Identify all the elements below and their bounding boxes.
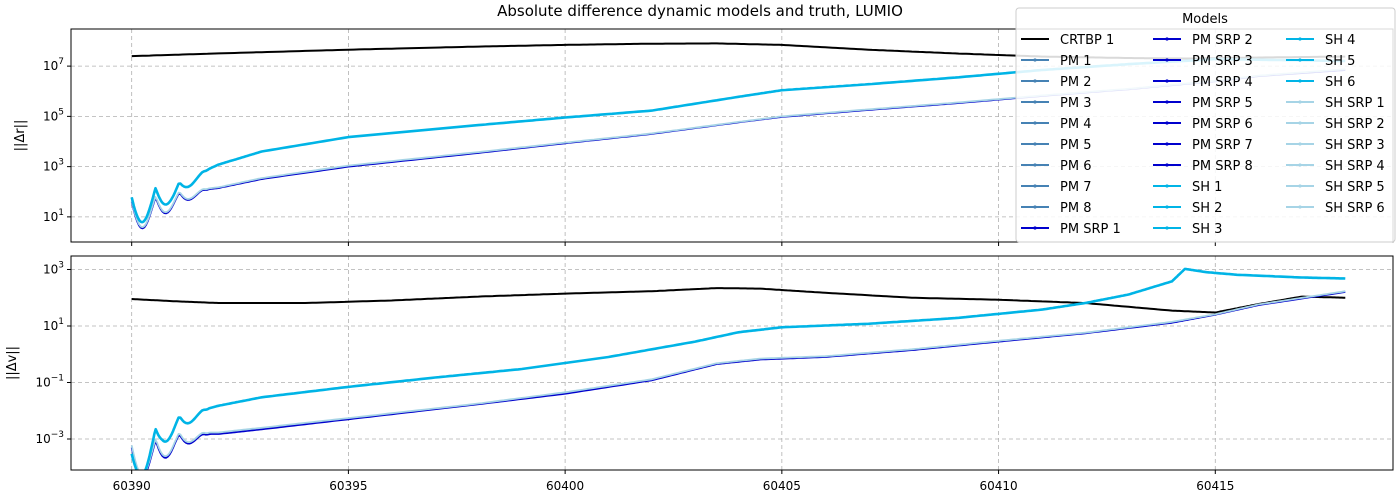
y-tick-label: 101	[43, 208, 64, 224]
y-tick-label: 101	[43, 317, 64, 333]
legend: Models CRTBP 1 PM 1 PM 2 PM 3 PM 4 PM 5 PM 6 PM…	[1015, 7, 1396, 243]
legend-entry-label: SH 4	[1325, 33, 1355, 48]
legend-marker	[1165, 142, 1169, 146]
legend-entry-label: SH 5	[1325, 54, 1355, 69]
legend-marker	[1033, 184, 1037, 188]
legend-marker	[1165, 121, 1169, 125]
y-tick-label: 103	[43, 158, 64, 174]
x-ticks: 60390 60395 60400 60405 60410 60415	[113, 479, 1235, 493]
series-lines	[130, 267, 1346, 470]
legend-entry-label: SH 2	[1192, 201, 1222, 216]
series-line-sh-srp	[130, 290, 1346, 470]
legend-entry-label: SH 1	[1192, 180, 1222, 195]
legend-marker	[1298, 121, 1302, 125]
legend-entry-label: PM SRP 3	[1192, 54, 1253, 69]
legend-marker	[1033, 100, 1037, 104]
legend-entry-label: PM SRP 4	[1192, 75, 1253, 90]
legend-marker	[1033, 163, 1037, 167]
series-line-pm-srp	[130, 291, 1346, 470]
x-tick-label: 60395	[329, 479, 367, 493]
legend-entry-label: PM 2	[1060, 75, 1091, 90]
legend-marker	[1033, 58, 1037, 62]
legend-entry-label: SH 3	[1192, 222, 1222, 237]
series-line-crtbp	[131, 287, 1346, 314]
legend-entry-label: PM SRP 7	[1192, 138, 1253, 153]
legend-entry-label: SH 6	[1325, 75, 1355, 90]
legend-title: Models	[1182, 12, 1228, 27]
legend-entry-label: PM 8	[1060, 201, 1091, 216]
legend-entry-label: PM 4	[1060, 117, 1091, 132]
legend-entry-label: SH SRP 5	[1325, 180, 1385, 195]
x-tick-label: 60405	[763, 479, 801, 493]
legend-marker	[1298, 184, 1302, 188]
series-line-sh	[130, 267, 1346, 470]
legend-entry-label: CRTBP 1	[1060, 33, 1114, 48]
x-tick-label: 60390	[113, 479, 151, 493]
legend-marker	[1165, 37, 1169, 41]
legend-marker	[1165, 205, 1169, 209]
axes-frame	[70, 255, 1394, 471]
legend-marker	[1298, 79, 1302, 83]
y-ticks: 101 103 105 107	[43, 57, 71, 224]
legend-box	[1015, 7, 1396, 243]
y-tick-label: 107	[43, 57, 64, 73]
legend-marker	[1033, 226, 1037, 230]
legend-entry-label: SH SRP 6	[1325, 201, 1385, 216]
legend-marker	[1165, 184, 1169, 188]
legend-entry-label: PM 5	[1060, 138, 1091, 153]
x-tick-label: 60410	[979, 479, 1017, 493]
legend-marker	[1033, 121, 1037, 125]
legend-marker	[1033, 142, 1037, 146]
legend-marker	[1033, 205, 1037, 209]
legend-marker	[1033, 79, 1037, 83]
y-tick-label: 105	[43, 107, 64, 123]
x-tick-label: 60400	[546, 479, 584, 493]
legend-entry-label: PM SRP 5	[1192, 96, 1253, 111]
y-tick-label: 10−3	[35, 430, 64, 446]
y-tick-label: 103	[43, 260, 64, 276]
grid-lines	[71, 256, 1393, 474]
chart-title: Absolute difference dynamic models and t…	[497, 2, 903, 20]
legend-marker	[1165, 163, 1169, 167]
legend-entry-label: SH SRP 4	[1325, 159, 1385, 174]
legend-marker	[1165, 226, 1169, 230]
legend-marker	[1298, 142, 1302, 146]
legend-entry-label: PM SRP 8	[1192, 159, 1253, 174]
legend-marker	[1298, 58, 1302, 62]
legend-entry-label: PM 6	[1060, 159, 1091, 174]
legend-entry-label: SH SRP 1	[1325, 96, 1385, 111]
legend-entry-label: PM SRP 2	[1192, 33, 1253, 48]
legend-marker	[1165, 58, 1169, 62]
velocity-error-panel: 10−3 10−1 101 103 60390 60395 60400 60405 60410…	[5, 255, 1394, 493]
legend-marker	[1298, 163, 1302, 167]
x-tick-label: 60415	[1196, 479, 1234, 493]
legend-entry-label: PM SRP 1	[1060, 222, 1121, 237]
y-axis-label-position: ||Δr||	[13, 120, 28, 152]
legend-entry-label: PM 3	[1060, 96, 1091, 111]
legend-entry-label: SH SRP 2	[1325, 117, 1385, 132]
legend-marker	[1165, 79, 1169, 83]
legend-marker	[1165, 100, 1169, 104]
legend-marker	[1298, 205, 1302, 209]
legend-entry-label: PM SRP 6	[1192, 117, 1253, 132]
legend-entry-label: PM 1	[1060, 54, 1091, 69]
legend-marker	[1298, 37, 1302, 41]
y-ticks: 10−3 10−1 101 103	[35, 260, 71, 446]
legend-entry-label: PM 7	[1060, 180, 1091, 195]
legend-entry-label: SH SRP 3	[1325, 138, 1385, 153]
y-axis-label-velocity: ||Δv||	[5, 346, 20, 380]
legend-marker	[1298, 100, 1302, 104]
y-tick-label: 10−1	[35, 373, 64, 389]
